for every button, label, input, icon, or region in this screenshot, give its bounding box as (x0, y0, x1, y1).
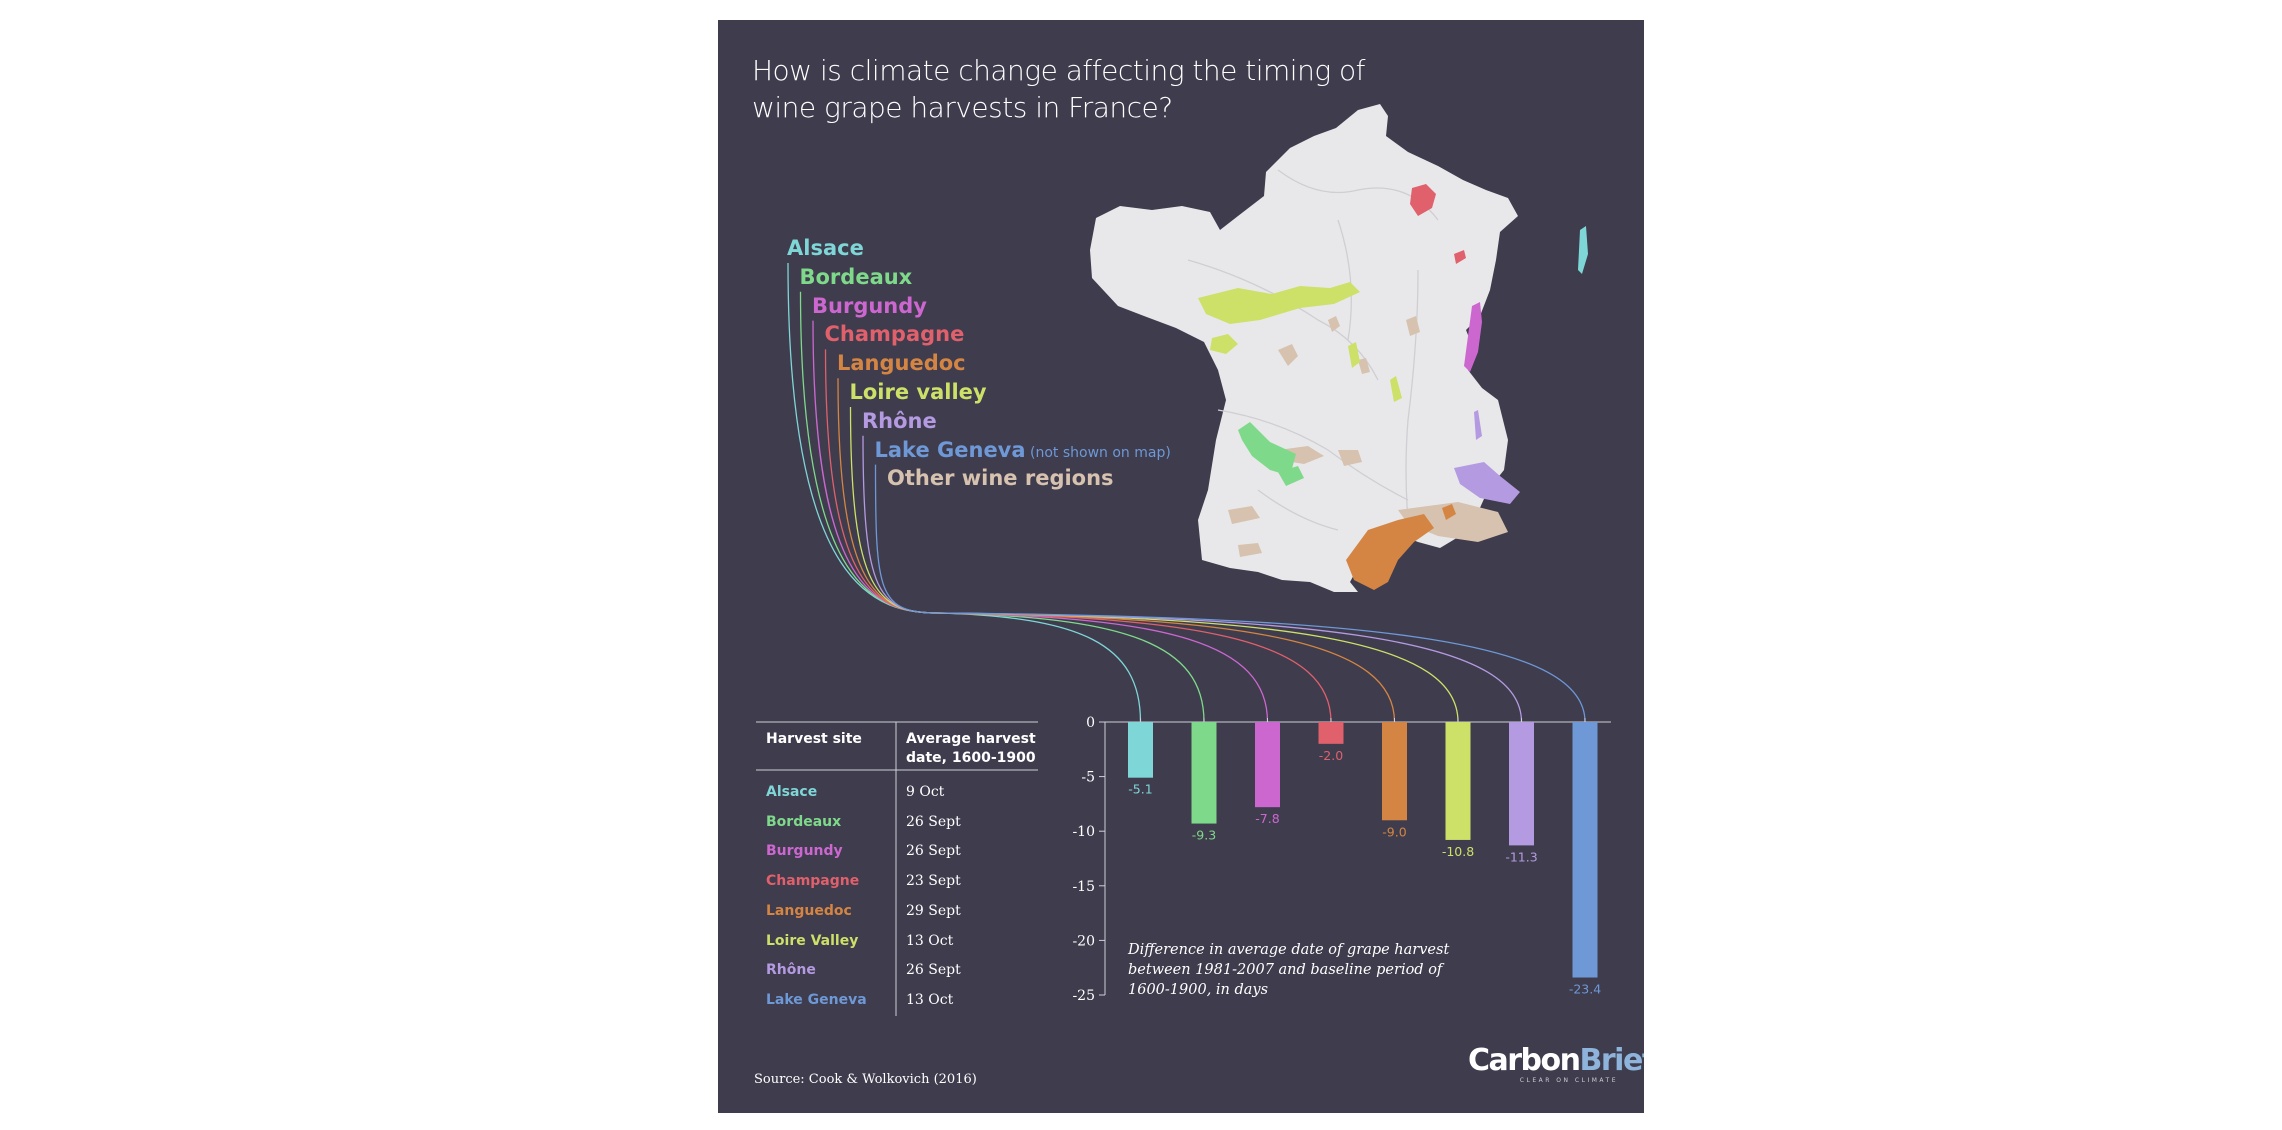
legend-label-text: Champagne (824, 322, 965, 347)
france-map (1090, 104, 1588, 592)
legend-item: Loire valley (850, 380, 987, 404)
table-cell-site: Alsace (766, 784, 818, 800)
map-bordeaux-region (1238, 422, 1304, 486)
table-cell-date: 26 Sept (906, 813, 961, 830)
bar (1128, 722, 1153, 778)
bar-value-label: -7.8 (1255, 811, 1279, 826)
legend-label-text: Loire valley (849, 380, 987, 404)
logo-carbon: Carbon (1468, 1043, 1581, 1078)
bar-value-label: -5.1 (1128, 782, 1152, 797)
logo-brief: Brief (1579, 1043, 1645, 1078)
table-cell-date: 29 Sept (906, 902, 961, 919)
bar-value-label: -9.0 (1382, 824, 1406, 839)
bar (1318, 722, 1344, 744)
map-champagne-region (1410, 184, 1466, 264)
table-header-site: Harvest site (766, 731, 862, 747)
table-cell-site: Bordeaux (766, 813, 842, 830)
map-rivers (1187, 169, 1439, 531)
legend-item: Other wine regions (887, 466, 1114, 490)
table-header-date-line1: Average harvest (906, 731, 1036, 747)
infographic-panel: How is climate change affecting the timi… (718, 20, 1644, 1113)
bar-value-label: -23.4 (1569, 982, 1601, 997)
table-cell-site: Lake Geneva (766, 991, 867, 1008)
carbonbrief-logo: CarbonBrief CLEAR ON CLIMATE (1468, 1043, 1644, 1085)
table-cell-site: Loire Valley (766, 932, 859, 949)
y-tick-label: -25 (1072, 988, 1095, 1004)
title-line-1: How is climate change affecting the timi… (752, 54, 1366, 87)
flow-line (874, 464, 1586, 723)
bar-chart: 0 -5 -10 -15 -20 -25 -5.1 -9.3 -7.8 -2.0 -9.0 -10.8… (1072, 715, 1611, 1004)
map-rhone-region (1454, 410, 1520, 504)
bar-value-label: -9.3 (1192, 828, 1216, 843)
map-other-regions (1228, 316, 1508, 557)
table-cell-date: 26 Sept (906, 962, 961, 979)
table-header-date-line2: date, 1600-1900 (906, 750, 1036, 766)
title-line-2: wine grape harvests in France? (752, 91, 1173, 124)
bar-value-label: -10.8 (1442, 844, 1474, 859)
bar (1255, 722, 1280, 808)
map-languedoc-region (1346, 504, 1456, 590)
bar (1572, 722, 1598, 978)
bar (1382, 722, 1407, 821)
y-tick-label: -20 (1072, 933, 1095, 949)
table-cell-date: 13 Oct (906, 991, 954, 1008)
y-tick-label: -5 (1081, 770, 1095, 786)
table-rules (756, 721, 1038, 1016)
bar (1509, 722, 1534, 846)
legend-label-text: Alsace (787, 236, 864, 260)
bar-value-label: -2.0 (1319, 748, 1343, 763)
legend-item: Champagne (825, 322, 965, 346)
flow-lines (787, 262, 1586, 723)
map-burgundy-region (1464, 302, 1482, 372)
table-cell-site: Champagne (766, 873, 860, 890)
source-note: Source: Cook & Wolkovich (2016) (754, 1072, 977, 1087)
page-title: How is climate change affecting the timi… (752, 52, 1372, 126)
france-land (1090, 104, 1518, 592)
y-tick-label: -15 (1072, 879, 1095, 895)
table-header-date: Average harvest date, 1600-1900 (906, 730, 1036, 768)
logo-wordmark: CarbonBrief (1468, 1043, 1644, 1078)
table-cell-date: 13 Oct (906, 932, 954, 949)
legend-item: Languedoc (837, 351, 966, 375)
table-cell-date: 9 Oct (906, 784, 945, 800)
legend-label-text: Other wine regions (887, 466, 1114, 491)
table-cell-site: Burgundy (766, 843, 843, 860)
bar-value-label: -11.3 (1505, 849, 1537, 864)
legend-label-text: Bordeaux (799, 264, 913, 289)
map-alsace-region (1578, 226, 1588, 274)
chart-caption: Difference in average date of grape harv… (1128, 942, 1450, 998)
legend-label-text: Languedoc (837, 351, 966, 376)
bar (1191, 722, 1217, 824)
legend-item: Alsace (787, 236, 864, 260)
legend-note: (not shown on map) (1025, 444, 1171, 461)
legend-label-text: Rhône (862, 408, 937, 433)
legend-item: Bordeaux (800, 265, 913, 289)
bar (1445, 722, 1471, 840)
legend-item: Burgundy (812, 294, 927, 318)
table-cell-site: Rhône (766, 962, 816, 979)
y-tick-label: -10 (1072, 824, 1095, 840)
table-cell-date: 26 Sept (906, 843, 961, 860)
y-tick-label: 0 (1086, 715, 1095, 731)
table-cell-date: 23 Sept (906, 873, 961, 890)
legend-label-text: Burgundy (812, 293, 927, 318)
map-loire-region (1198, 282, 1402, 402)
logo-tagline: CLEAR ON CLIMATE (1519, 1077, 1618, 1084)
legend-item: Lake Geneva (not shown on map) (875, 438, 1171, 465)
table-cell-site: Languedoc (766, 902, 852, 919)
legend-item: Rhône (862, 409, 937, 433)
legend-label-text: Lake Geneva (874, 437, 1026, 462)
